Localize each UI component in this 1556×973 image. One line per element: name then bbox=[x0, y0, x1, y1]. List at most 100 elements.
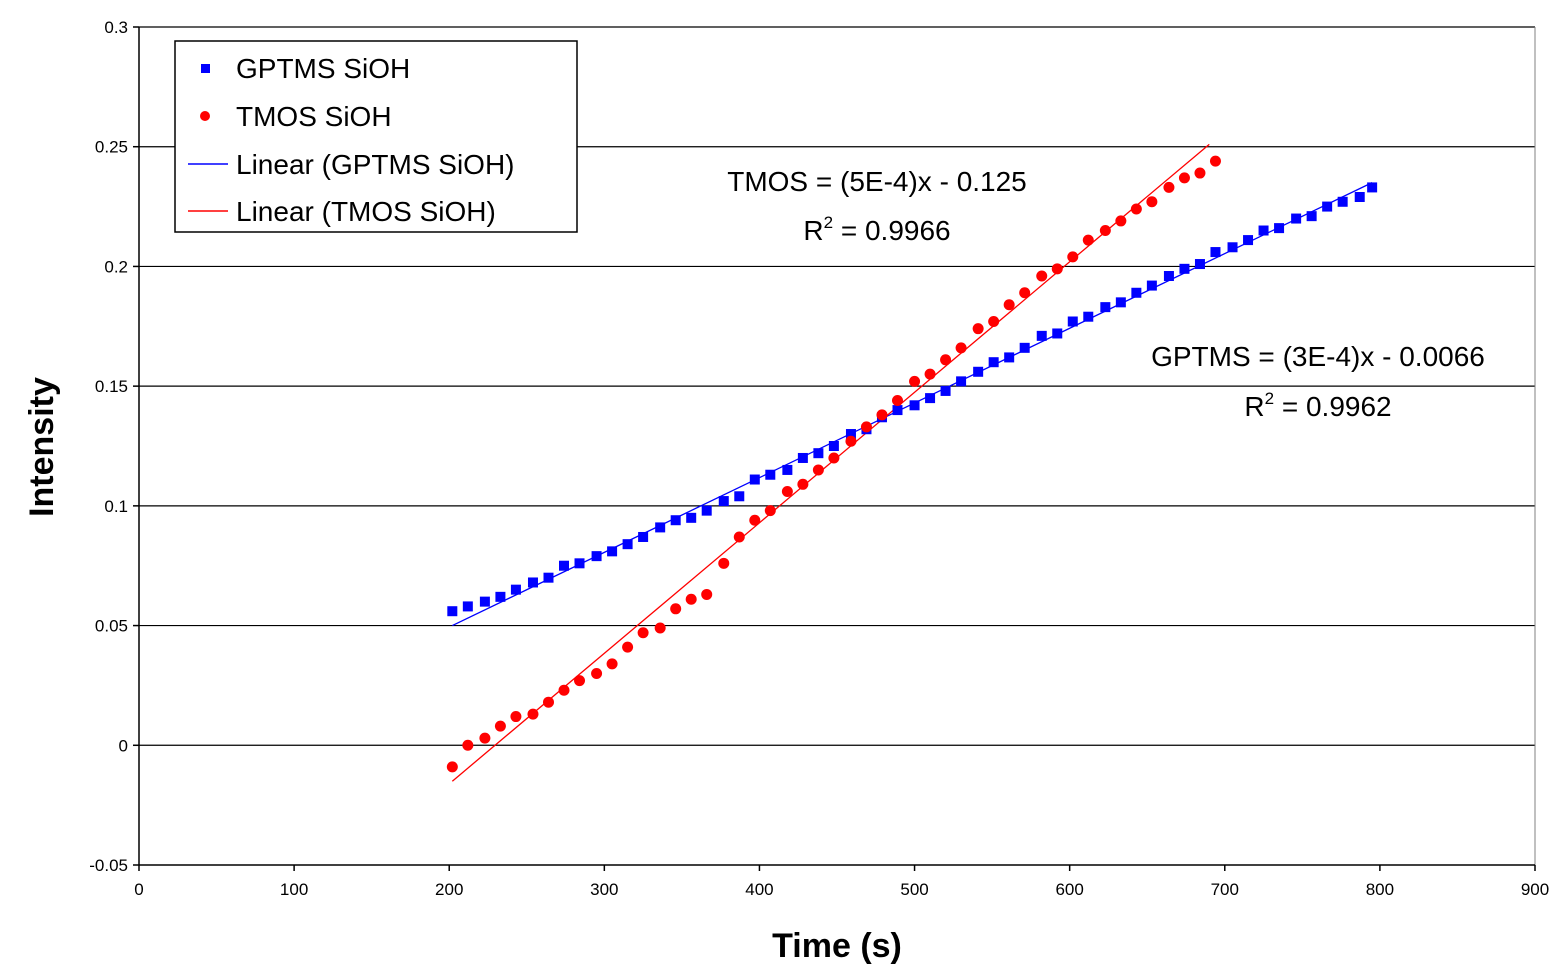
data-point-circle bbox=[1067, 251, 1079, 263]
data-point-square bbox=[574, 558, 585, 569]
legend-box bbox=[174, 40, 578, 233]
legend-item-linear-tmos: Linear (TMOS SiOH) bbox=[188, 196, 496, 227]
data-point-square bbox=[1163, 271, 1174, 282]
data-point-circle bbox=[622, 641, 634, 653]
data-point-square bbox=[1083, 311, 1094, 322]
data-point-circle bbox=[972, 323, 984, 335]
data-point-circle bbox=[1163, 181, 1175, 193]
tmos-equation-annotation: TMOS = (5E-4)x - 0.125 R2 = 0.9966 bbox=[727, 166, 1027, 246]
data-point-circle bbox=[845, 435, 857, 447]
gptms-r2-symbol: R bbox=[1244, 391, 1264, 422]
data-point-circle bbox=[637, 627, 649, 639]
x-tick-label: 300 bbox=[590, 880, 618, 899]
series-gptms-points bbox=[447, 182, 1378, 617]
data-point-circle bbox=[1178, 172, 1190, 184]
data-point-circle bbox=[1036, 270, 1048, 282]
data-point-square bbox=[1274, 223, 1285, 234]
data-point-square bbox=[1115, 297, 1126, 308]
x-tick-label: 900 bbox=[1521, 880, 1549, 899]
legend-label-gptms: GPTMS SiOH bbox=[236, 53, 410, 84]
tmos-r2-symbol: R bbox=[803, 215, 823, 246]
data-point-circle bbox=[828, 452, 840, 464]
data-point-circle bbox=[510, 711, 522, 723]
data-point-circle bbox=[876, 409, 888, 421]
legend-label-linear-tmos: Linear (TMOS SiOH) bbox=[236, 196, 496, 227]
legend-item-gptms: GPTMS SiOH bbox=[201, 53, 410, 84]
data-point-circle bbox=[1099, 225, 1111, 237]
data-point-square bbox=[925, 393, 936, 404]
data-point-circle bbox=[1051, 263, 1063, 275]
data-point-square bbox=[495, 591, 506, 602]
data-point-square bbox=[782, 464, 793, 475]
data-point-square bbox=[479, 596, 490, 607]
data-point-square bbox=[1354, 191, 1365, 202]
data-point-circle bbox=[1082, 234, 1094, 246]
x-tick-label: 600 bbox=[1055, 880, 1083, 899]
x-tick-label: 700 bbox=[1211, 880, 1239, 899]
data-point-square bbox=[892, 405, 903, 416]
y-tick-label: 0.1 bbox=[104, 497, 128, 516]
x-tick-label: 100 bbox=[280, 880, 308, 899]
data-point-circle bbox=[1130, 203, 1142, 215]
data-point-square bbox=[1179, 263, 1190, 274]
data-point-circle bbox=[764, 505, 776, 517]
y-axis-title: Intensity bbox=[23, 377, 61, 517]
data-point-circle bbox=[718, 557, 730, 569]
tmos-equation-text: TMOS = (5E-4)x - 0.125 bbox=[727, 166, 1027, 197]
x-tick-label: 500 bbox=[900, 880, 928, 899]
data-point-square bbox=[670, 515, 681, 526]
data-point-square bbox=[607, 546, 618, 557]
data-point-square bbox=[988, 357, 999, 368]
legend-item-linear-gptms: Linear (GPTMS SiOH) bbox=[188, 149, 515, 180]
data-point-square bbox=[527, 577, 538, 588]
data-point-square bbox=[734, 491, 745, 502]
data-point-circle bbox=[670, 603, 682, 615]
series-layer bbox=[446, 143, 1378, 782]
data-point-square bbox=[447, 606, 458, 617]
trendline-tmos bbox=[451, 143, 1210, 782]
x-tick-label: 800 bbox=[1366, 880, 1394, 899]
legend-item-tmos: TMOS SiOH bbox=[200, 101, 392, 132]
data-point-circle bbox=[909, 375, 921, 387]
data-point-square bbox=[973, 366, 984, 377]
data-point-square bbox=[1243, 235, 1254, 246]
y-tick-label: 0.05 bbox=[95, 617, 128, 636]
y-tick-label: 0.15 bbox=[95, 377, 128, 396]
data-point-square bbox=[1227, 242, 1238, 253]
data-point-square bbox=[1019, 342, 1030, 353]
data-point-square bbox=[1210, 247, 1221, 258]
data-point-square bbox=[797, 452, 808, 463]
data-point-square bbox=[701, 505, 712, 516]
data-point-square bbox=[909, 400, 920, 411]
gptms-r2-text: R2 = 0.9962 bbox=[1244, 389, 1391, 422]
data-point-square bbox=[622, 539, 633, 550]
gptms-r2-value: = 0.9962 bbox=[1274, 391, 1392, 422]
legend-square-marker bbox=[201, 64, 210, 73]
x-axis-title: Time (s) bbox=[772, 927, 902, 965]
data-point-square bbox=[813, 448, 824, 459]
data-point-circle bbox=[955, 342, 967, 354]
data-point-circle bbox=[812, 464, 824, 476]
data-point-circle bbox=[654, 622, 666, 634]
data-point-circle bbox=[591, 667, 603, 679]
data-point-square bbox=[1291, 213, 1302, 224]
data-point-square bbox=[591, 551, 602, 562]
data-point-square bbox=[655, 522, 666, 533]
data-point-circle bbox=[1003, 299, 1015, 311]
tmos-r2-superscript: 2 bbox=[824, 213, 833, 232]
data-point-circle bbox=[574, 675, 586, 687]
tmos-r2-text: R2 = 0.9966 bbox=[803, 213, 950, 246]
data-point-square bbox=[828, 441, 839, 451]
data-point-circle bbox=[462, 739, 474, 751]
tick-labels: -0.05 0 0.05 0.1 0.15 0.2 0.25 0.3 0 100 200 300 400… bbox=[89, 18, 1549, 899]
data-point-circle bbox=[749, 514, 761, 526]
data-point-square bbox=[543, 572, 554, 583]
gptms-r2-superscript: 2 bbox=[1265, 389, 1274, 408]
data-point-square bbox=[1258, 225, 1269, 236]
data-point-circle bbox=[446, 761, 458, 773]
data-point-square bbox=[845, 429, 856, 440]
data-point-square bbox=[462, 601, 473, 612]
data-point-circle bbox=[860, 421, 872, 433]
axes-layer bbox=[133, 26, 1536, 871]
data-point-circle bbox=[1115, 215, 1127, 227]
